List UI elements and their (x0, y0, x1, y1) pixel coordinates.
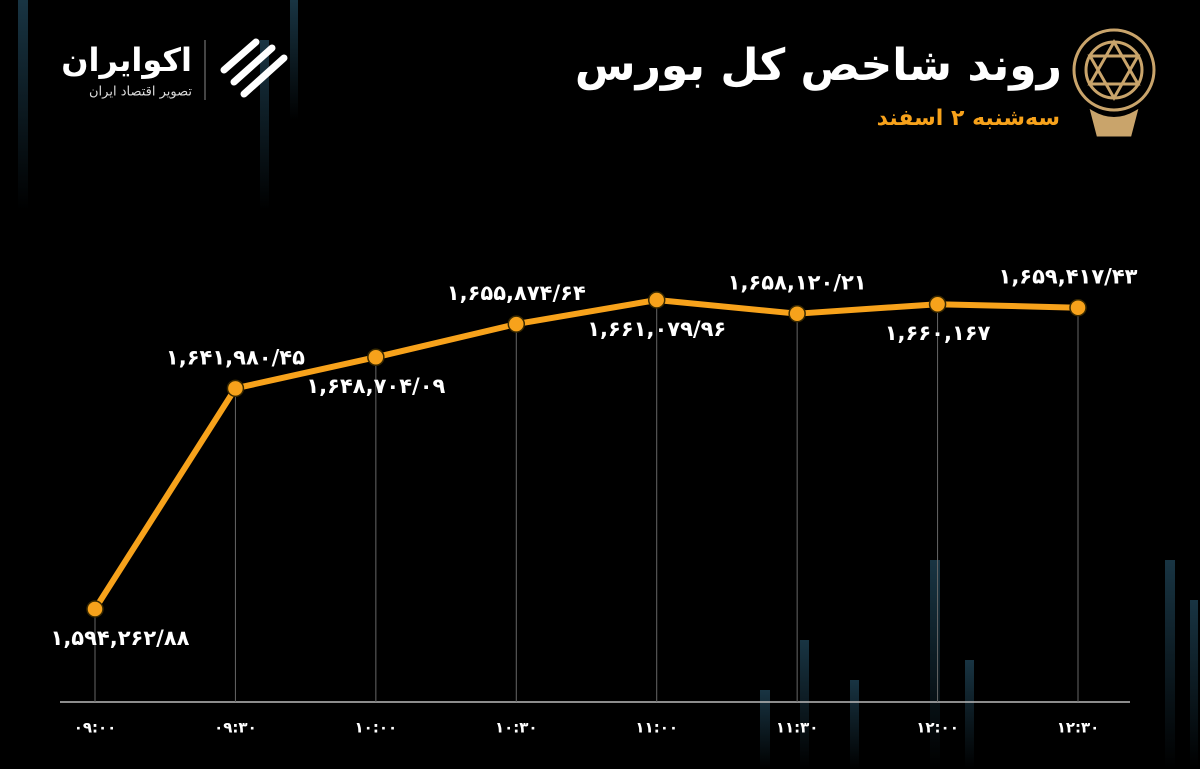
point (647, 291, 666, 309)
data-label: ۱,۶۵۵,۸۷۴/۶۴ (447, 281, 586, 305)
point (1069, 298, 1087, 317)
x-tick-label: ۱۰:۰۰ (355, 719, 398, 737)
logo-tagline: تصویر اقتصاد ایران (89, 85, 192, 100)
x-tick-label: ۱۲:۰۰ (916, 719, 959, 737)
point (788, 304, 806, 323)
logo-mark (220, 38, 288, 98)
x-tick-label: ۰۹:۰۰ (74, 719, 117, 737)
x-tick-label: ۰۹:۳۰ (214, 719, 257, 737)
plot: ۱,۵۹۴,۲۶۲/۸۸ ۰۹:۰۰ ۱,۶۴۱,۹۸۰/۴۵ ۰۹:۳۰ ۱,۶۴۸,… (51, 265, 1138, 737)
x-tick-label: ۱۲:۳۰ (1057, 719, 1100, 737)
line (92, 297, 1081, 612)
x-tick-label: ۱۰:۳۰ (495, 719, 538, 737)
background-candles (18, 0, 1198, 769)
data-label: ۱,۶۴۸,۷۰۴/۰۹ (306, 374, 445, 398)
point (928, 295, 947, 313)
data-label: ۱,۶۴۱,۹۸۰/۴۵ (166, 345, 305, 369)
point (226, 379, 245, 398)
data-label: ۱,۶۶۰,۱۶۷ (885, 321, 991, 345)
data-label: ۱,۶۶۱,۰۷۹/۹۶ (587, 317, 726, 341)
point (367, 348, 385, 366)
data-label: ۱,۶۵۸,۱۲۰/۲۱ (728, 271, 867, 295)
data-label: ۱,۵۹۴,۲۶۲/۸۸ (51, 626, 190, 650)
emblem (1072, 28, 1156, 137)
x-tick-label: ۱۱:۳۰ (776, 719, 819, 737)
point (507, 315, 526, 333)
data-label: ۱,۶۵۹,۴۱۷/۴۳ (999, 265, 1138, 289)
chart-title: روند شاخص کل بورس (575, 40, 1062, 91)
logo-name: اکوایران (61, 41, 192, 79)
point (86, 600, 104, 618)
x-tick-label: ۱۱:۰۰ (635, 719, 678, 737)
chart-subtitle: سه‌شنبه ۲ اسفند (877, 106, 1060, 131)
